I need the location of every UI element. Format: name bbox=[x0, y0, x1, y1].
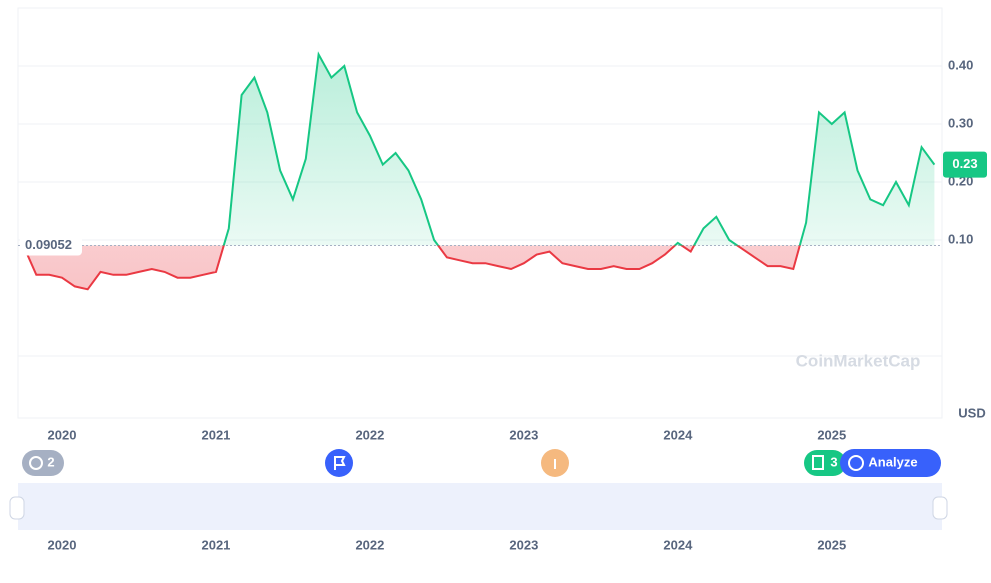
x-tick-label: 2025 bbox=[817, 427, 846, 442]
nav-x-label: 2021 bbox=[201, 537, 230, 552]
nav-x-label: 2020 bbox=[48, 537, 77, 552]
y-tick-label: 0.10 bbox=[948, 231, 973, 246]
watermark: CoinMarketCap bbox=[796, 351, 921, 370]
info-badge[interactable] bbox=[541, 449, 569, 477]
badge-count[interactable]: 3 bbox=[830, 454, 837, 469]
x-tick-label: 2021 bbox=[201, 427, 230, 442]
news-badge[interactable]: 3 bbox=[804, 450, 846, 476]
x-tick-label: 2020 bbox=[48, 427, 77, 442]
analyze-icon bbox=[848, 455, 864, 471]
nav-x-label: 2022 bbox=[355, 537, 384, 552]
flag-badge[interactable] bbox=[325, 449, 353, 477]
nav-x-label: 2024 bbox=[663, 537, 693, 552]
x-tick-label: 2022 bbox=[355, 427, 384, 442]
x-tick-label: 2023 bbox=[509, 427, 538, 442]
navigator bbox=[18, 483, 942, 530]
y-tick-label: 0.30 bbox=[948, 115, 973, 130]
button-bg[interactable] bbox=[840, 449, 941, 477]
nav-x-label: 2023 bbox=[509, 537, 538, 552]
line-down bbox=[22, 245, 801, 291]
current-price-bg bbox=[943, 151, 987, 178]
x-tick-label: 2024 bbox=[663, 427, 693, 442]
nav-handle-right[interactable] bbox=[932, 496, 948, 520]
nav-x-label: 2025 bbox=[817, 537, 846, 552]
button-label[interactable]: Analyze bbox=[868, 454, 917, 469]
area-up bbox=[23, 54, 935, 246]
badge-bg[interactable] bbox=[325, 449, 353, 477]
current-price: 0.23 bbox=[952, 156, 977, 171]
badge-count[interactable]: 2 bbox=[47, 454, 54, 469]
plot-frame bbox=[17, 7, 943, 419]
doc-icon bbox=[812, 455, 824, 470]
area-down bbox=[23, 245, 800, 290]
nav-handle-left[interactable] bbox=[9, 496, 25, 520]
currency-label: USD bbox=[958, 405, 985, 420]
history-badge[interactable]: 2 bbox=[22, 450, 64, 476]
analyze-button[interactable]: Analyze bbox=[840, 449, 941, 477]
history-icon bbox=[29, 456, 43, 470]
baseline-label: 0.09052 bbox=[25, 237, 72, 252]
badge-bg[interactable] bbox=[804, 450, 846, 476]
y-tick-label: 0.40 bbox=[948, 57, 973, 72]
baseline-label-bg bbox=[20, 235, 82, 256]
flag-icon bbox=[334, 456, 346, 470]
